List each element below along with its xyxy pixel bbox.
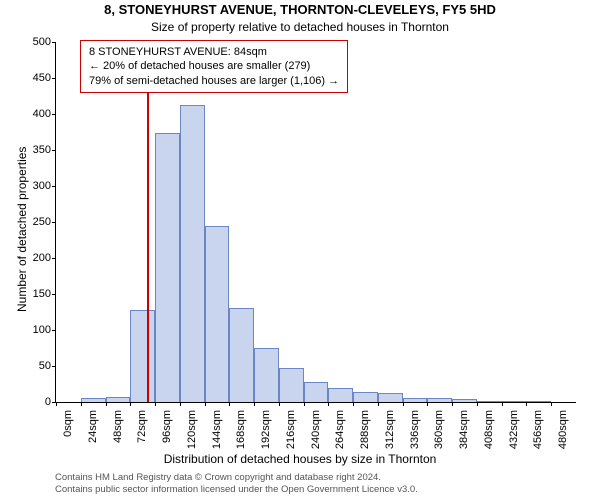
property-marker-line bbox=[147, 42, 149, 402]
x-tick-mark bbox=[452, 402, 453, 406]
x-tick-label: 168sqm bbox=[235, 410, 247, 454]
x-tick-label: 24sqm bbox=[87, 410, 99, 454]
x-tick-mark bbox=[81, 402, 82, 406]
y-tick-mark bbox=[52, 366, 56, 367]
x-tick-label: 264sqm bbox=[334, 410, 346, 454]
annotation-box: 8 STONEYHURST AVENUE: 84sqm← 20% of deta… bbox=[80, 40, 348, 93]
x-tick-mark bbox=[403, 402, 404, 406]
histogram-bar bbox=[378, 393, 403, 402]
x-tick-label: 216sqm bbox=[285, 410, 297, 454]
histogram-bar bbox=[130, 310, 155, 402]
y-tick-mark bbox=[52, 150, 56, 151]
x-axis-label: Distribution of detached houses by size … bbox=[0, 452, 600, 466]
x-tick-mark bbox=[130, 402, 131, 406]
histogram-bar bbox=[353, 392, 378, 402]
x-tick-mark bbox=[106, 402, 107, 406]
x-tick-mark bbox=[353, 402, 354, 406]
chart-subtitle: Size of property relative to detached ho… bbox=[0, 20, 600, 34]
x-tick-mark bbox=[328, 402, 329, 406]
x-tick-label: 0sqm bbox=[62, 410, 74, 454]
y-tick-mark bbox=[52, 114, 56, 115]
x-tick-label: 336sqm bbox=[409, 410, 421, 454]
x-tick-label: 144sqm bbox=[211, 410, 223, 454]
histogram-bar bbox=[328, 388, 353, 402]
x-tick-label: 192sqm bbox=[260, 410, 272, 454]
x-tick-mark bbox=[254, 402, 255, 406]
x-tick-mark bbox=[526, 402, 527, 406]
x-tick-label: 240sqm bbox=[310, 410, 322, 454]
histogram-bar bbox=[304, 382, 329, 402]
histogram-bar bbox=[229, 308, 254, 402]
histogram-bar bbox=[502, 401, 527, 402]
x-tick-mark bbox=[378, 402, 379, 406]
y-axis-label: Number of detached properties bbox=[15, 147, 29, 312]
histogram-bar bbox=[205, 226, 230, 402]
histogram-bar bbox=[526, 401, 551, 402]
x-tick-label: 384sqm bbox=[458, 410, 470, 454]
y-tick-label: 0 bbox=[21, 396, 51, 408]
histogram-bar bbox=[477, 401, 502, 402]
y-tick-label: 50 bbox=[21, 360, 51, 372]
y-tick-label: 450 bbox=[21, 72, 51, 84]
x-tick-mark bbox=[477, 402, 478, 406]
histogram-bar bbox=[452, 399, 477, 402]
x-tick-label: 360sqm bbox=[433, 410, 445, 454]
histogram-bar bbox=[180, 105, 205, 402]
x-tick-label: 288sqm bbox=[359, 410, 371, 454]
y-tick-mark bbox=[52, 78, 56, 79]
annotation-line: 79% of semi-detached houses are larger (… bbox=[89, 74, 339, 88]
x-tick-label: 312sqm bbox=[384, 410, 396, 454]
x-tick-mark bbox=[502, 402, 503, 406]
x-tick-label: 480sqm bbox=[557, 410, 569, 454]
y-tick-mark bbox=[52, 258, 56, 259]
histogram-bar bbox=[279, 368, 304, 402]
x-tick-mark bbox=[279, 402, 280, 406]
histogram-bar bbox=[81, 398, 106, 402]
y-tick-label: 500 bbox=[21, 36, 51, 48]
y-tick-mark bbox=[52, 294, 56, 295]
plot-area: 0501001502002503003504004505000sqm24sqm4… bbox=[55, 42, 576, 403]
x-tick-label: 408sqm bbox=[483, 410, 495, 454]
histogram-bar bbox=[254, 348, 279, 402]
footer-line-1: Contains HM Land Registry data © Crown c… bbox=[55, 472, 381, 483]
x-tick-label: 456sqm bbox=[532, 410, 544, 454]
x-tick-mark bbox=[304, 402, 305, 406]
y-tick-label: 400 bbox=[21, 108, 51, 120]
x-tick-mark bbox=[427, 402, 428, 406]
y-tick-label: 100 bbox=[21, 324, 51, 336]
x-tick-mark bbox=[229, 402, 230, 406]
x-tick-mark bbox=[56, 402, 57, 406]
x-tick-mark bbox=[551, 402, 552, 406]
y-tick-mark bbox=[52, 330, 56, 331]
histogram-bar bbox=[427, 398, 452, 402]
annotation-line: 8 STONEYHURST AVENUE: 84sqm bbox=[89, 45, 339, 59]
chart-container: 8, STONEYHURST AVENUE, THORNTON-CLEVELEY… bbox=[0, 0, 600, 500]
x-tick-label: 72sqm bbox=[136, 410, 148, 454]
x-tick-mark bbox=[155, 402, 156, 406]
x-tick-label: 48sqm bbox=[112, 410, 124, 454]
footer-line-2: Contains public sector information licen… bbox=[55, 484, 418, 495]
histogram-bar bbox=[155, 133, 180, 402]
x-tick-label: 96sqm bbox=[161, 410, 173, 454]
x-tick-mark bbox=[205, 402, 206, 406]
y-tick-mark bbox=[52, 222, 56, 223]
chart-title: 8, STONEYHURST AVENUE, THORNTON-CLEVELEY… bbox=[0, 2, 600, 17]
histogram-bar bbox=[106, 397, 131, 402]
histogram-bar bbox=[403, 398, 428, 402]
y-tick-mark bbox=[52, 186, 56, 187]
y-tick-mark bbox=[52, 42, 56, 43]
x-tick-label: 432sqm bbox=[508, 410, 520, 454]
x-tick-mark bbox=[180, 402, 181, 406]
x-tick-label: 120sqm bbox=[186, 410, 198, 454]
annotation-line: ← 20% of detached houses are smaller (27… bbox=[89, 59, 339, 73]
